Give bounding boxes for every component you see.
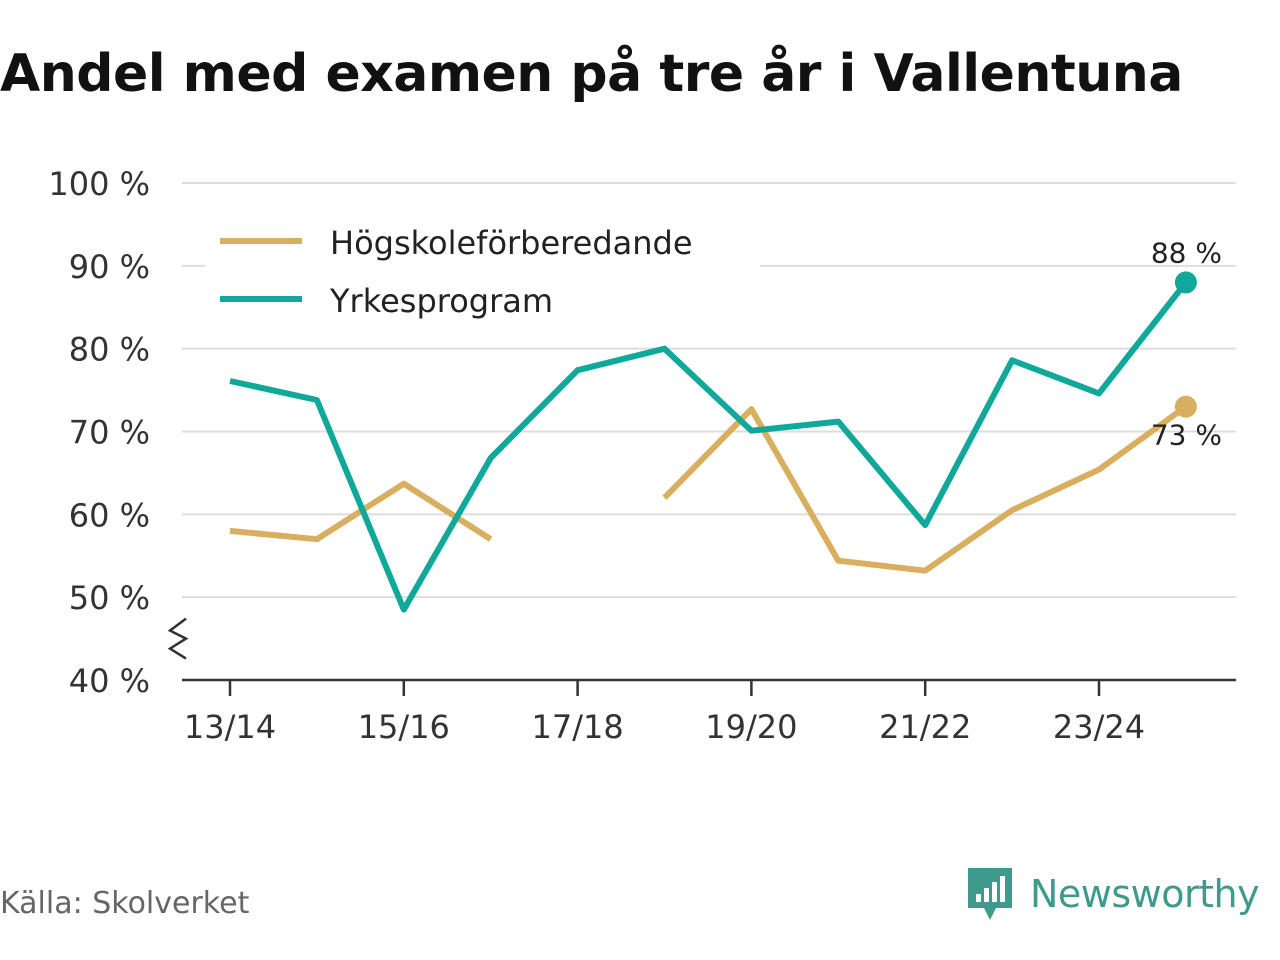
legend-label: Högskoleförberedande — [330, 224, 693, 262]
series-line-hogskoleforberedande — [662, 404, 1188, 574]
x-axis-ticks: 13/14 15/16 17/18 19/20 21/22 23/24 — [184, 680, 1145, 746]
y-tick-label: 60 % — [69, 496, 150, 534]
axis-break-icon — [167, 617, 189, 660]
source-note: Källa: Skolverket — [0, 886, 250, 921]
brand-logo: Newsworthy — [964, 864, 1260, 924]
legend-label: Yrkesprogram — [329, 282, 553, 320]
legend: Högskoleförberedande Yrkesprogram — [205, 210, 760, 335]
newsworthy-logo-icon — [968, 868, 1012, 920]
series-line-yrkesprogram — [229, 280, 1189, 613]
chart-title: Andel med examen på tre år i Vallentuna — [0, 44, 1183, 104]
brand-name: Newsworthy — [1030, 872, 1260, 916]
y-tick-label: 40 % — [69, 662, 150, 700]
legend-background — [205, 210, 760, 335]
legend-item-hogskoleforberedande: Högskoleförberedande — [220, 224, 693, 262]
end-value-label: 73 % — [1151, 419, 1222, 452]
y-tick-label: 80 % — [69, 331, 150, 369]
legend-item-yrkesprogram: Yrkesprogram — [220, 282, 553, 320]
series-lines — [229, 271, 1197, 613]
x-tick-label: 15/16 — [358, 708, 450, 746]
y-tick-label: 70 % — [69, 414, 150, 452]
end-value-label: 88 % — [1151, 236, 1222, 269]
y-tick-label: 50 % — [69, 579, 150, 617]
y-tick-label: 90 % — [69, 248, 150, 286]
x-tick-label: 21/22 — [879, 708, 971, 746]
x-tick-label: 23/24 — [1053, 708, 1145, 746]
y-tick-label: 100 % — [48, 165, 150, 203]
end-point-marker — [1174, 271, 1197, 294]
y-axis-tick-labels: 40 % 50 % 60 % 70 % 80 % 90 % 100 % — [48, 165, 150, 700]
end-labels: 73 % 88 % — [1151, 236, 1222, 451]
end-point-marker — [1174, 395, 1197, 418]
x-tick-label: 19/20 — [705, 708, 797, 746]
x-tick-label: 13/14 — [184, 708, 276, 746]
x-tick-label: 17/18 — [531, 708, 623, 746]
